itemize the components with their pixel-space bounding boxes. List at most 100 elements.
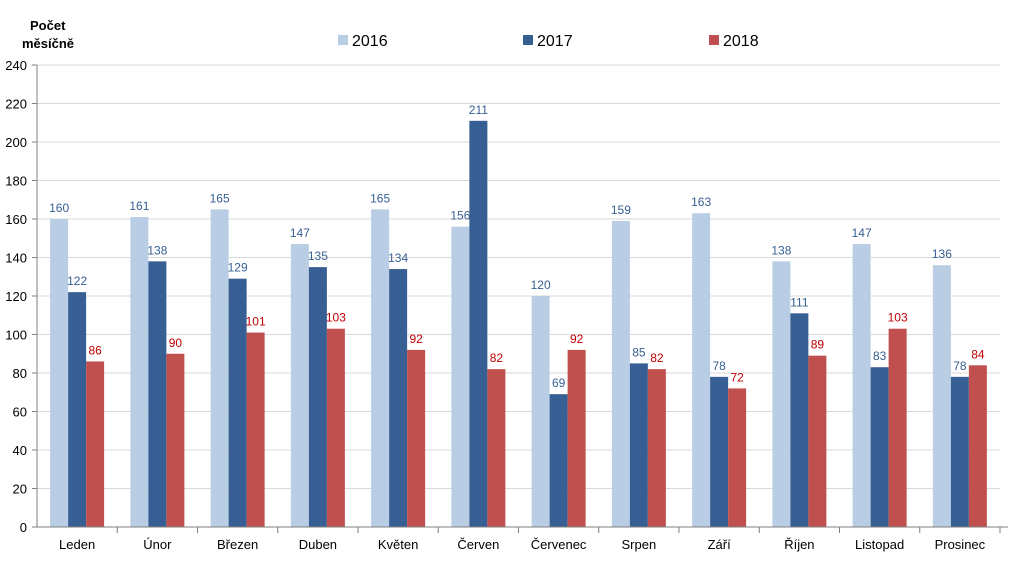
x-category-label: Únor [143, 537, 172, 552]
data-label: 89 [811, 338, 825, 352]
data-label: 165 [370, 191, 390, 205]
bars [50, 120, 987, 528]
bar-2016-Červenec [531, 296, 550, 527]
data-label: 129 [228, 261, 248, 275]
y-axis-ticks: 0 20 40 60 80 100 120 140 160 180 200 220 240 [5, 58, 37, 535]
data-label: 159 [611, 203, 631, 217]
x-category-label: Srpen [622, 537, 657, 552]
data-label: 78 [953, 359, 967, 373]
data-label: 86 [88, 343, 102, 357]
legend-swatch-2017 [523, 35, 533, 45]
bar-2018-Prosinec [968, 365, 987, 527]
data-label: 90 [169, 336, 183, 350]
data-label: 138 [147, 243, 167, 257]
bar-2017-Duben [308, 267, 327, 527]
legend: 2016 2017 2018 [338, 33, 759, 50]
data-label: 147 [852, 226, 872, 240]
data-label: 84 [971, 347, 985, 361]
x-category-label: Leden [59, 537, 95, 552]
data-label: 85 [632, 345, 646, 359]
data-label: 103 [326, 311, 346, 325]
data-label: 111 [790, 295, 809, 309]
bar-2018-Říjen [808, 355, 827, 527]
bar-2017-Prosinec [950, 376, 969, 527]
bar-2018-Červen [487, 369, 506, 527]
bar-2016-Červen [451, 226, 470, 527]
bar-2018-Leden [86, 361, 105, 527]
y-tick-label: 40 [13, 443, 27, 458]
x-category-label: Březen [217, 537, 258, 552]
data-label: 92 [570, 332, 584, 346]
y-tick-label: 60 [13, 405, 27, 420]
bar-2016-Listopad [852, 244, 871, 527]
y-tick-label: 140 [5, 251, 27, 266]
bar-2017-Srpen [629, 363, 648, 527]
axes [36, 65, 1008, 533]
y-tick-label: 100 [5, 328, 27, 343]
bar-2016-Říjen [772, 261, 791, 527]
y-tick-label: 120 [5, 289, 27, 304]
data-label: 211 [469, 103, 488, 117]
x-category-label: Prosinec [935, 537, 986, 552]
x-category-label: Listopad [855, 537, 904, 552]
data-label: 147 [290, 226, 310, 240]
bar-2017-Březen [228, 278, 247, 527]
x-category-label: Duben [299, 537, 337, 552]
data-label: 78 [712, 359, 726, 373]
y-tick-label: 200 [5, 135, 27, 150]
bar-2017-Leden [68, 292, 87, 527]
y-tick-label: 20 [13, 482, 27, 497]
bar-2017-Květen [389, 269, 408, 527]
bar-2018-Březen [246, 332, 265, 527]
legend-swatch-2018 [709, 35, 719, 45]
legend-swatch-2016 [338, 35, 348, 45]
bar-2018-Září [728, 388, 747, 527]
bar-2016-Prosinec [932, 265, 951, 527]
data-label: 69 [552, 376, 566, 390]
bar-2017-Červen [469, 120, 488, 527]
y-tick-label: 240 [5, 58, 27, 73]
data-labels: 160 122 86 161 138 90 165 129 101 147 135 103 165 134… [49, 103, 985, 390]
y-axis-label-line-2: měsíčně [22, 36, 74, 51]
bar-2016-Září [692, 213, 711, 527]
data-label: 134 [388, 251, 408, 265]
data-label: 82 [490, 351, 504, 365]
data-label: 103 [888, 311, 908, 325]
bar-2017-Únor [148, 261, 167, 527]
gridlines [37, 64, 1000, 528]
y-tick-label: 80 [13, 366, 27, 381]
data-label: 161 [129, 199, 149, 213]
y-tick-label: 0 [20, 520, 27, 535]
bar-2018-Listopad [888, 328, 907, 527]
bar-2016-Květen [371, 209, 390, 527]
bar-2017-Červenec [549, 394, 568, 527]
legend-label-2018: 2018 [723, 33, 759, 50]
data-label: 136 [932, 247, 952, 261]
data-label: 122 [67, 274, 87, 288]
bar-2017-Listopad [870, 367, 889, 527]
x-category-label: Květen [378, 537, 418, 552]
data-label: 120 [531, 278, 551, 292]
y-axis-label-line-1: Počet [30, 18, 66, 33]
x-category-label: Září [708, 537, 732, 552]
data-label: 156 [450, 209, 470, 223]
data-label: 160 [49, 201, 69, 215]
bar-2016-Březen [210, 209, 229, 527]
bar-2016-Duben [290, 244, 309, 527]
bar-2018-Duben [326, 328, 345, 527]
x-category-label: Červenec [531, 537, 587, 552]
x-axis-categories: Leden Únor Březen Duben Květen Červen Červenec… [59, 537, 986, 552]
data-label: 72 [730, 370, 744, 384]
data-label: 92 [409, 332, 423, 346]
y-tick-label: 180 [5, 174, 27, 189]
bar-2018-Květen [407, 349, 426, 527]
data-label: 83 [873, 349, 887, 363]
bar-2016-Únor [130, 217, 149, 527]
legend-label-2017: 2017 [537, 33, 573, 50]
data-label: 163 [691, 195, 711, 209]
bar-2018-Únor [166, 353, 185, 527]
data-label: 135 [308, 249, 328, 263]
data-label: 101 [246, 315, 266, 329]
x-category-label: Červen [457, 537, 499, 552]
